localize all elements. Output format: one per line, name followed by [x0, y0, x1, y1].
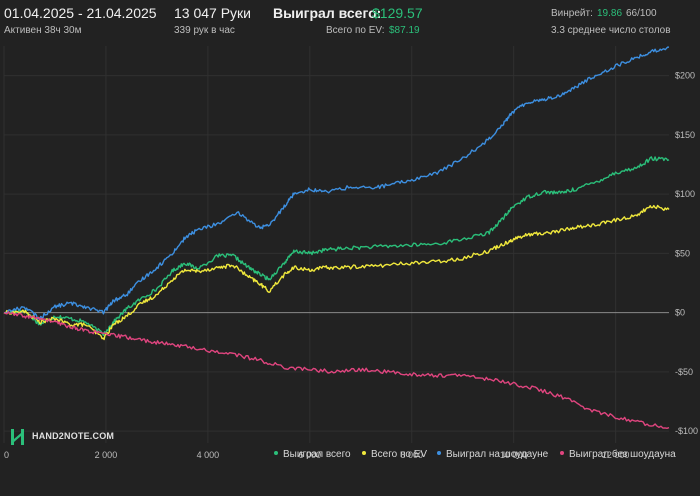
- y-tick-label: $0: [675, 308, 685, 318]
- logo-text: HAND2NOTE.COM: [32, 431, 115, 441]
- legend-dot-won: [274, 451, 278, 456]
- ev-total-label: Всего по EV:: [326, 25, 385, 36]
- legend-dot-non-showdown: [560, 451, 564, 456]
- stats-header: 01.04.2025 - 21.04.2025 Активен 38ч 30м …: [0, 0, 700, 42]
- legend-label-non-showdown: Выиграл без шоудауна: [569, 449, 676, 460]
- legend-item-ev[interactable]: Всего по EV: [362, 449, 427, 460]
- avg-tables: 3.3 среднее число столов: [551, 25, 671, 36]
- date-range: 01.04.2025 - 21.04.2025: [4, 5, 157, 21]
- active-time: Активен 38ч 30м: [4, 25, 82, 36]
- series-line-showdown: [3, 46, 670, 320]
- legend-item-non-showdown[interactable]: Выиграл без шоудауна: [560, 449, 676, 460]
- legend-label-ev: Всего по EV: [371, 449, 428, 460]
- hands-count: 13 047 Руки: [174, 5, 251, 21]
- y-tick-label: -$50: [675, 367, 693, 377]
- y-tick-label: $50: [675, 248, 690, 258]
- x-tick-label: 12 000: [602, 450, 630, 460]
- winrate-value: 19.86: [597, 8, 623, 19]
- y-tick-label: $150: [675, 130, 695, 140]
- series-line-non-showdown: [3, 311, 670, 429]
- hand2note-logo-icon: [11, 429, 24, 445]
- x-tick-label: 8 000: [400, 450, 423, 460]
- chart-legend: Выиграл всего Всего по EV Выиграл на шоу…: [0, 449, 700, 463]
- winrate-label: Винрейт:: [551, 8, 593, 19]
- won-total-value: $129.57: [372, 5, 423, 21]
- legend-label-showdown: Выиграл на шоудауне: [446, 449, 549, 460]
- series-line-ev: [3, 204, 670, 341]
- winrate-suffix: 66/100: [626, 8, 657, 19]
- x-tick-label: 10 000: [500, 450, 528, 460]
- ev-total-value: $87.19: [389, 25, 420, 36]
- legend-dot-ev: [362, 451, 366, 456]
- y-tick-label: $200: [675, 71, 695, 81]
- x-tick-label: 0: [4, 450, 9, 460]
- y-tick-label: $100: [675, 189, 695, 199]
- series-line-won: [3, 156, 670, 337]
- legend-item-won[interactable]: Выиграл всего: [274, 449, 351, 460]
- legend-label-won: Выиграл всего: [283, 449, 351, 460]
- x-tick-label: 6 000: [299, 450, 322, 460]
- y-tick-label: -$100: [675, 426, 698, 436]
- legend-item-showdown[interactable]: Выиграл на шоудауне: [437, 449, 548, 460]
- x-tick-label: 2 000: [95, 450, 118, 460]
- x-tick-label: 4 000: [197, 450, 220, 460]
- won-total-label: Выиграл всего:: [273, 5, 382, 21]
- hands-per-hour: 339 рук в час: [174, 25, 235, 36]
- legend-dot-showdown: [437, 451, 441, 456]
